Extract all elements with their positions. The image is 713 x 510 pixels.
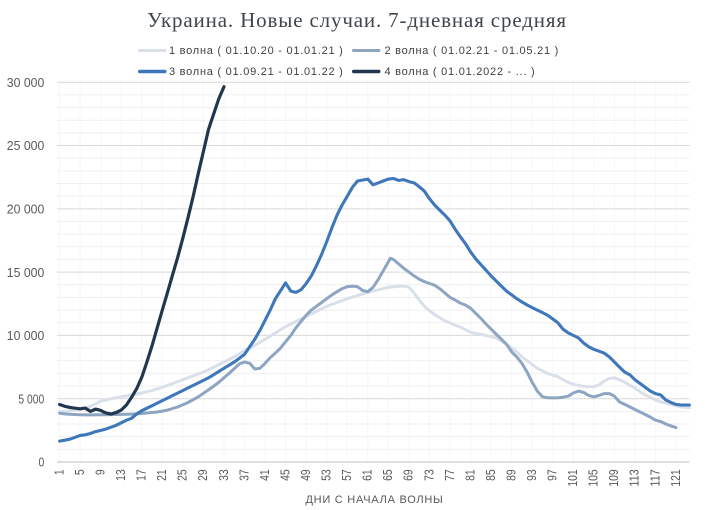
- svg-text:9: 9: [94, 469, 108, 475]
- svg-text:93: 93: [525, 469, 539, 481]
- svg-text:61: 61: [361, 469, 375, 481]
- svg-text:121: 121: [669, 469, 683, 486]
- svg-text:5 000: 5 000: [18, 392, 44, 406]
- svg-text:10 000: 10 000: [7, 329, 45, 343]
- svg-text:25 000: 25 000: [7, 139, 45, 153]
- svg-text:69: 69: [402, 469, 416, 481]
- svg-text:25: 25: [176, 469, 190, 481]
- svg-text:73: 73: [422, 469, 436, 481]
- svg-text:21: 21: [155, 469, 169, 481]
- svg-text:53: 53: [320, 469, 334, 481]
- svg-text:5: 5: [73, 469, 87, 475]
- svg-text:17: 17: [135, 469, 149, 481]
- svg-text:Украина. Новые случаи. 7-дневн: Украина. Новые случаи. 7-дневная средняя: [147, 8, 567, 32]
- svg-text:109: 109: [607, 469, 621, 486]
- svg-text:85: 85: [484, 469, 498, 481]
- svg-text:105: 105: [587, 469, 601, 486]
- svg-text:2 волна ( 01.02.21 - 01.05.21: 2 волна ( 01.02.21 - 01.05.21 ): [385, 45, 560, 57]
- svg-text:45: 45: [278, 469, 292, 481]
- svg-text:57: 57: [340, 469, 354, 481]
- svg-text:ДНИ С НАЧАЛА ВОЛНЫ: ДНИ С НАЧАЛА ВОЛНЫ: [305, 494, 443, 506]
- svg-text:49: 49: [299, 469, 313, 481]
- svg-text:101: 101: [566, 469, 580, 486]
- svg-text:97: 97: [546, 469, 560, 481]
- svg-text:0: 0: [39, 456, 45, 470]
- svg-text:89: 89: [505, 469, 519, 481]
- svg-text:41: 41: [258, 469, 272, 481]
- svg-text:1 волна ( 01.10.20 - 01.01.21: 1 волна ( 01.10.20 - 01.01.21 ): [169, 45, 344, 57]
- svg-text:15 000: 15 000: [7, 266, 45, 280]
- svg-text:4 волна ( 01.01.2022 - ... ): 4 волна ( 01.01.2022 - ... ): [385, 66, 536, 78]
- svg-text:81: 81: [463, 469, 477, 481]
- svg-text:20 000: 20 000: [7, 203, 45, 217]
- svg-text:33: 33: [217, 469, 231, 481]
- svg-text:77: 77: [443, 469, 457, 481]
- svg-text:65: 65: [381, 469, 395, 481]
- svg-text:1: 1: [52, 469, 66, 475]
- svg-text:113: 113: [628, 469, 642, 486]
- svg-text:3 волна ( 01.09.21 - 01.01.22: 3 волна ( 01.09.21 - 01.01.22 ): [169, 66, 344, 78]
- svg-text:13: 13: [114, 469, 128, 481]
- svg-text:29: 29: [196, 469, 210, 481]
- svg-text:117: 117: [648, 469, 662, 486]
- svg-text:30 000: 30 000: [7, 76, 45, 90]
- svg-text:37: 37: [237, 469, 251, 481]
